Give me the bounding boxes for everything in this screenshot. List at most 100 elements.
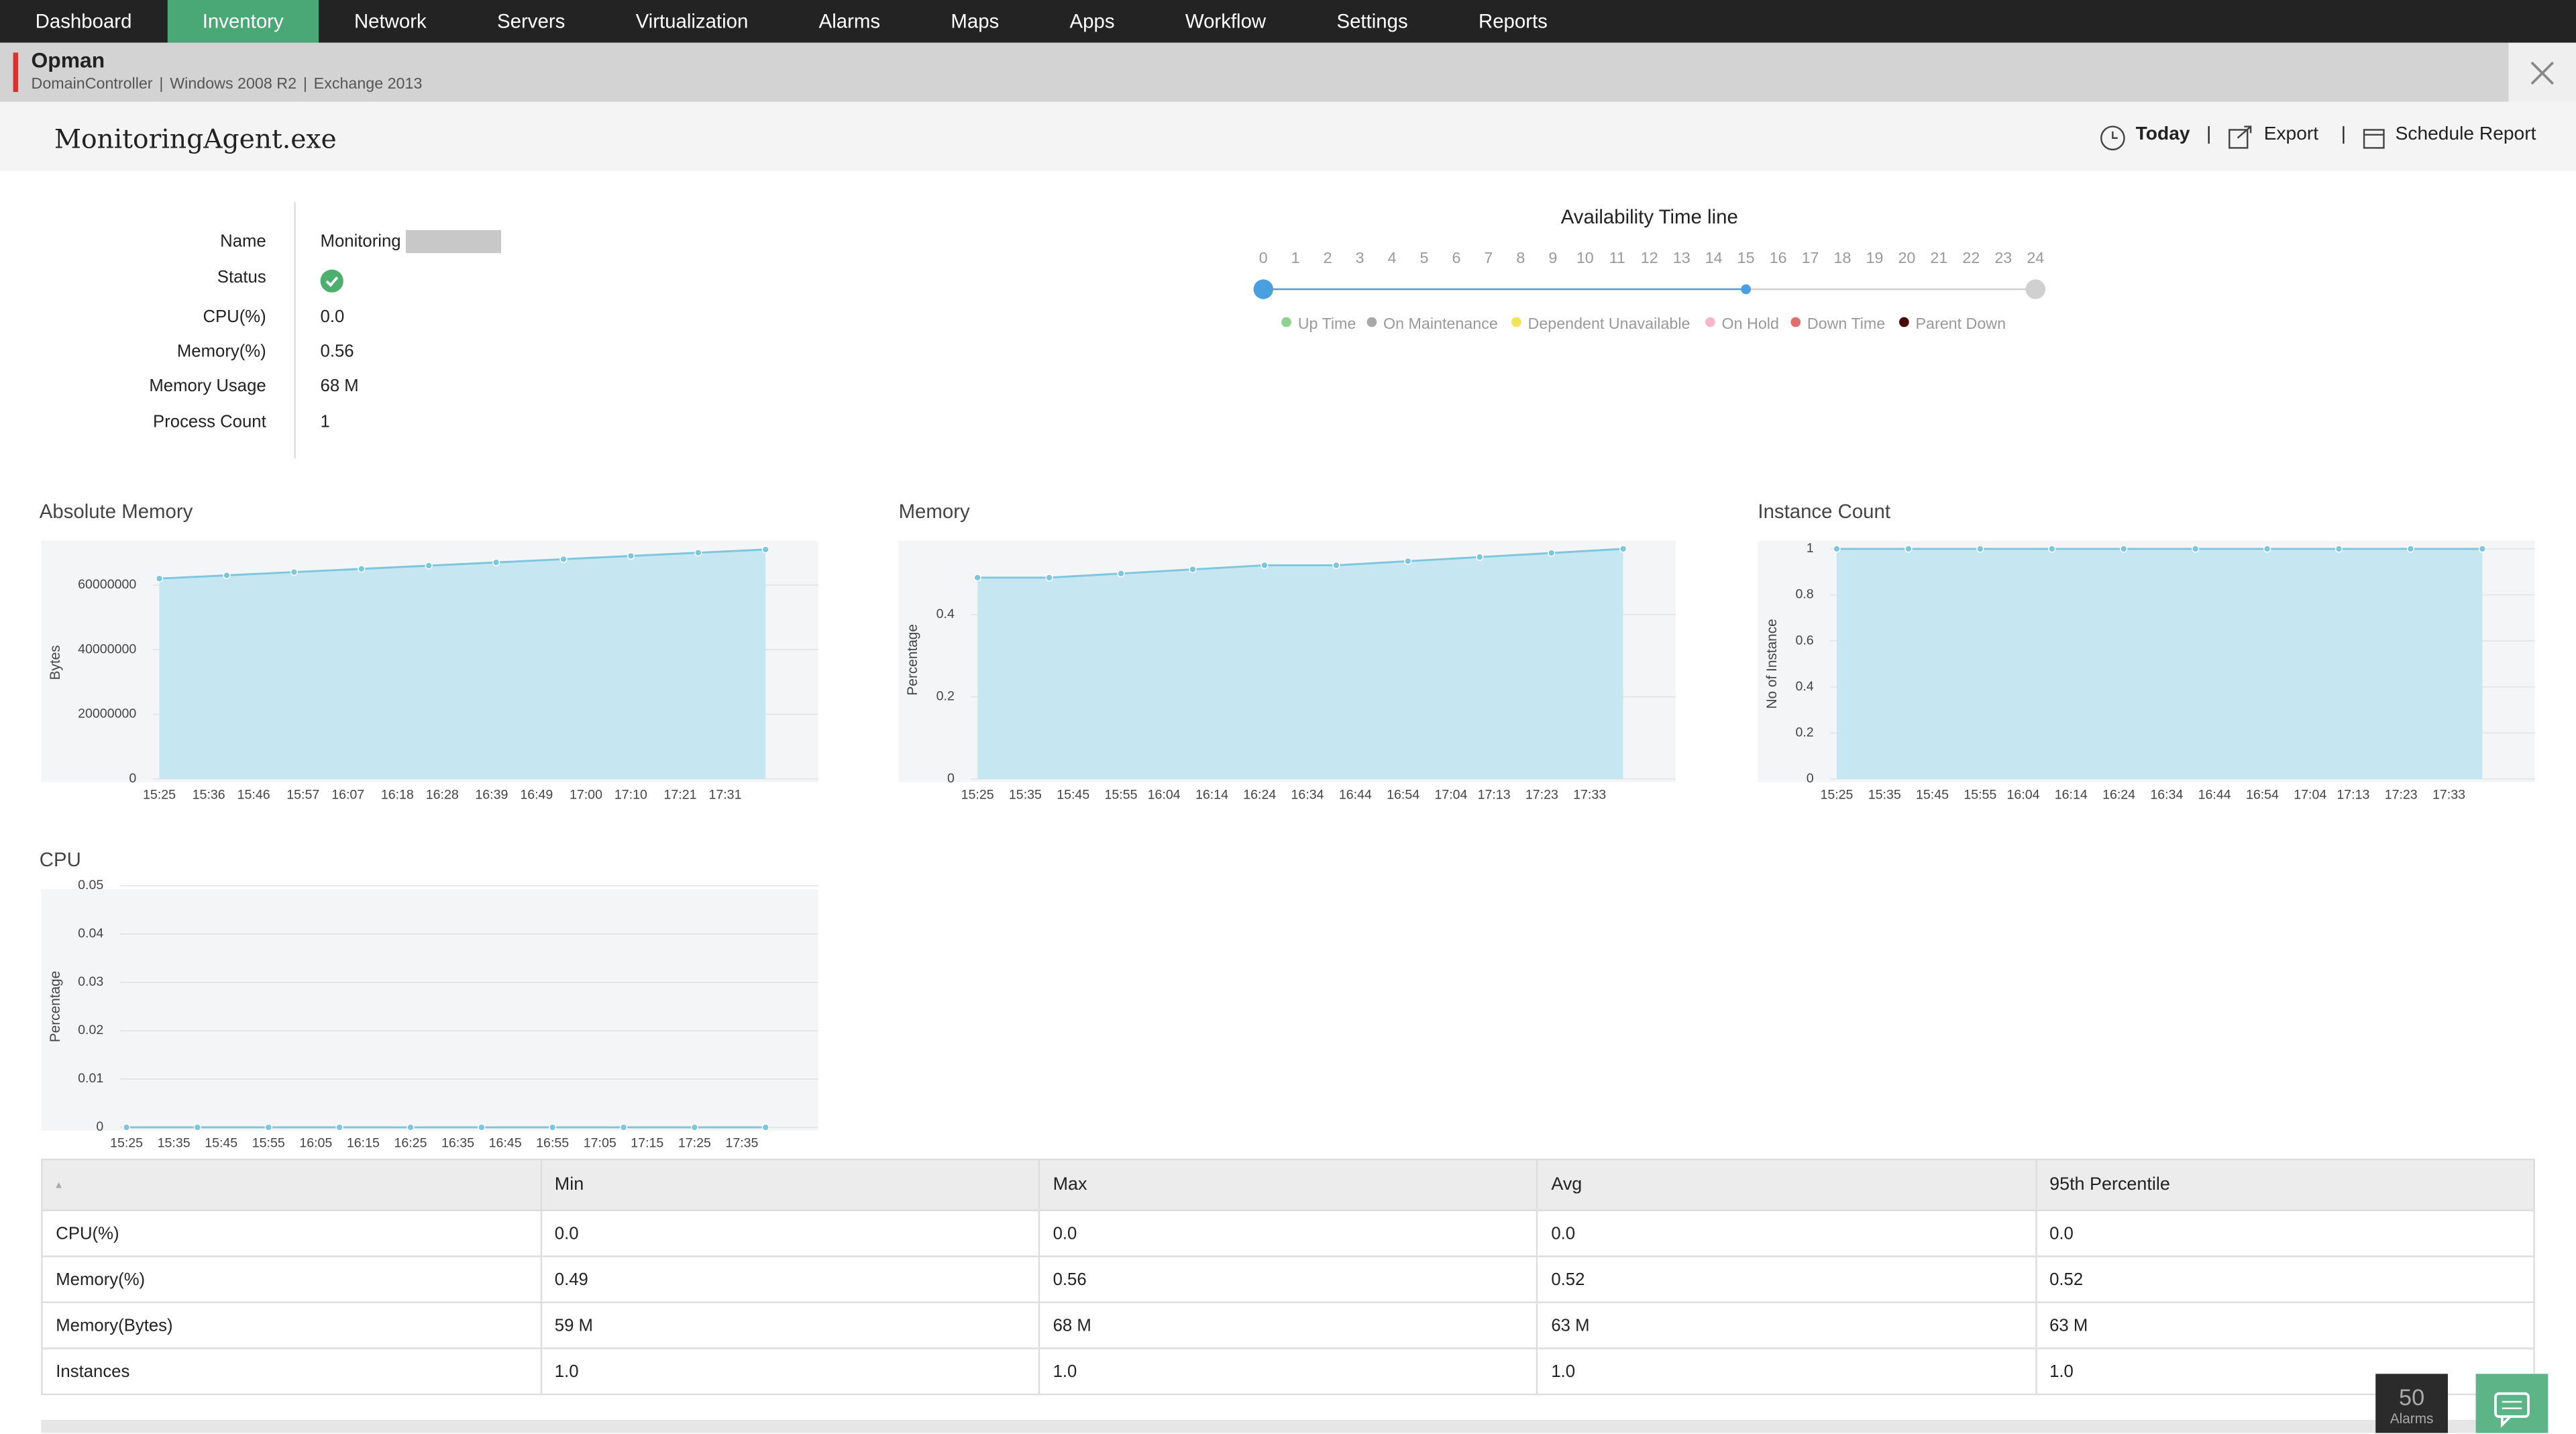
y-tick-label: 0.05 xyxy=(78,878,103,892)
nav-item[interactable]: Inventory xyxy=(167,0,319,43)
hour-label: 7 xyxy=(1484,250,1493,268)
table-cell: 59 M xyxy=(539,1301,1040,1349)
data-point xyxy=(549,1123,557,1131)
y-tick-label: 0.01 xyxy=(78,1071,103,1086)
data-point xyxy=(122,1123,131,1131)
detail-label: Memory Usage xyxy=(149,376,266,397)
chart-title: CPU xyxy=(40,849,81,871)
data-point xyxy=(2192,545,2200,553)
table-cell: 0.0 xyxy=(539,1209,1040,1258)
x-tick-label: 17:04 xyxy=(1434,787,1467,802)
data-point xyxy=(2334,545,2343,553)
column-header: Min xyxy=(539,1158,1040,1211)
tag: Windows 2008 R2 xyxy=(170,75,297,94)
hour-label: 22 xyxy=(1962,250,1980,268)
nav-item[interactable]: Servers xyxy=(497,9,566,33)
detail-value: 68 M xyxy=(320,376,359,397)
monitor-tags: DomainController | Windows 2008 R2 | Exchang… xyxy=(32,76,423,94)
detail-label: Memory(%) xyxy=(176,342,266,362)
nav-item[interactable]: Maps xyxy=(951,9,1000,33)
x-tick-label: 17:15 xyxy=(631,1136,663,1151)
y-axis-label: Percentage xyxy=(905,624,920,695)
nav-item[interactable]: Dashboard xyxy=(35,9,132,33)
alarm-count: 50 xyxy=(2399,1384,2425,1411)
table-cell: 0.0 xyxy=(1038,1209,1538,1258)
chart-title: Instance Count xyxy=(1758,501,1890,523)
nav-item[interactable]: Alarms xyxy=(818,9,881,33)
y-tick-label: 0.04 xyxy=(78,926,103,941)
x-tick-label: 15:25 xyxy=(143,787,176,802)
nav-item[interactable]: Network xyxy=(354,9,427,33)
y-tick-label: 0 xyxy=(129,771,136,786)
x-tick-label: 17:04 xyxy=(2294,787,2326,802)
sort-header[interactable]: ▴ xyxy=(41,1158,542,1211)
data-point xyxy=(223,571,231,580)
data-point xyxy=(627,552,635,560)
x-tick-label: 15:35 xyxy=(1009,787,1042,802)
table-cell: 1.0 xyxy=(2035,1347,2535,1396)
data-point xyxy=(1976,545,1984,553)
legend-item: Dependent Unavailable xyxy=(1511,315,1690,334)
x-tick-label: 16:14 xyxy=(2055,787,2088,802)
y-tick-label: 1 xyxy=(1807,541,1814,556)
y-tick-label: 20000000 xyxy=(78,707,136,721)
title-bar xyxy=(0,101,2576,171)
x-tick-label: 17:00 xyxy=(570,787,602,802)
y-tick-label: 0 xyxy=(96,1119,103,1134)
x-tick-label: 16:18 xyxy=(381,787,414,802)
table-cell: 1.0 xyxy=(1038,1347,1538,1396)
monitor-header xyxy=(0,42,2509,102)
nav-item[interactable]: Virtualization xyxy=(635,9,749,33)
tag: DomainController xyxy=(31,75,153,94)
x-tick-label: 17:23 xyxy=(2385,787,2418,802)
x-tick-label: 16:35 xyxy=(441,1136,474,1151)
tag-separator: | xyxy=(303,75,307,94)
table-cell: 0.0 xyxy=(1536,1209,2037,1258)
table-cell: 0.49 xyxy=(539,1256,1040,1304)
x-tick-label: 15:55 xyxy=(252,1136,285,1151)
column-header: Max xyxy=(1038,1158,1538,1211)
hour-label: 16 xyxy=(1769,250,1787,268)
action-schedule[interactable]: Schedule Report xyxy=(2395,125,2536,145)
data-point xyxy=(2048,545,2056,553)
hour-label: 6 xyxy=(1452,250,1461,268)
row-label: Instances xyxy=(41,1347,542,1396)
hour-label: 18 xyxy=(1833,250,1851,268)
hour-label: 9 xyxy=(1548,250,1558,268)
data-point xyxy=(690,1123,699,1131)
y-tick-label: 60000000 xyxy=(78,577,136,592)
nav-item[interactable]: Reports xyxy=(1478,9,1548,33)
x-tick-label: 16:14 xyxy=(1195,787,1228,802)
x-tick-label: 16:24 xyxy=(1243,787,1276,802)
availability-title: Availability Time line xyxy=(1560,205,1738,229)
table-row: CPU(%) 0.0 0.0 0.0 0.0 xyxy=(41,1209,2535,1258)
alarm-badge[interactable]: 50 Alarms xyxy=(2375,1374,2448,1433)
data-point xyxy=(559,555,568,563)
nav-item[interactable]: Settings xyxy=(1336,9,1408,33)
data-point xyxy=(425,562,433,570)
chat-button[interactable] xyxy=(2475,1374,2548,1433)
legend-text: Dependent Unavailable xyxy=(1527,315,1690,334)
action-today[interactable]: Today xyxy=(2135,125,2190,145)
hour-label: 8 xyxy=(1516,250,1525,268)
data-point xyxy=(2120,545,2128,553)
x-tick-label: 17:31 xyxy=(708,787,741,802)
legend-text: Up Time xyxy=(1297,315,1356,334)
action-export[interactable]: Export xyxy=(2263,125,2319,145)
detail-value: 0.0 xyxy=(320,307,345,327)
close-button[interactable] xyxy=(2508,42,2576,102)
y-tick-label: 0.2 xyxy=(1795,725,1813,739)
legend-text: On Maintenance xyxy=(1383,315,1498,334)
nav-item[interactable]: Apps xyxy=(1069,9,1115,33)
row-label: CPU(%) xyxy=(41,1209,542,1258)
y-tick-label: 0.8 xyxy=(1795,587,1813,602)
nav-item[interactable]: Workflow xyxy=(1185,9,1267,33)
y-tick-label: 0.02 xyxy=(78,1023,103,1037)
x-tick-label: 17:23 xyxy=(1525,787,1558,802)
legend-swatch xyxy=(1511,317,1521,328)
legend-swatch xyxy=(1790,317,1801,328)
table-cell: 1.0 xyxy=(1536,1347,2037,1396)
alarm-label: Alarms xyxy=(2390,1410,2434,1427)
legend-text: On Hold xyxy=(1721,315,1779,334)
